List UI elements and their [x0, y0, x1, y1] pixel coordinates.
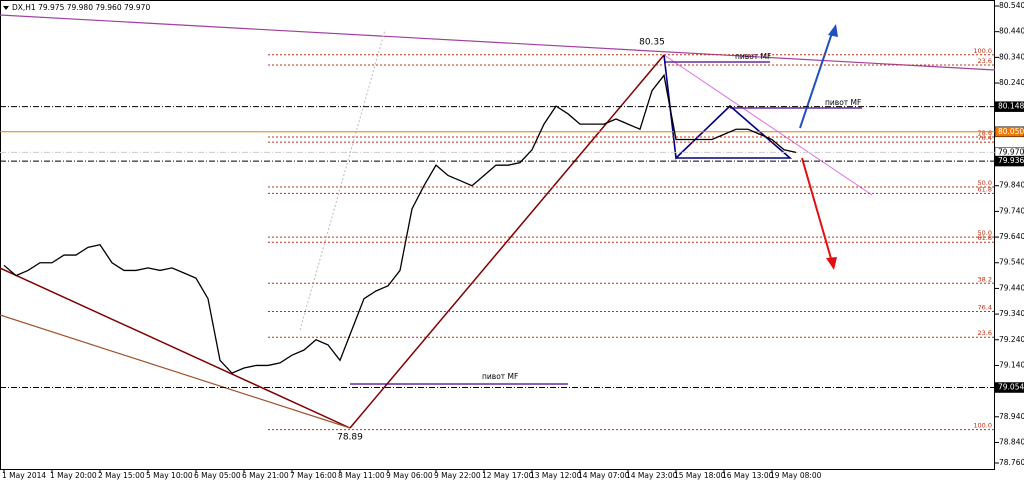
- arrow: [799, 29, 834, 129]
- annotation: пивот MF: [735, 52, 771, 61]
- x-tick-label: 8 May 11:00: [338, 471, 385, 480]
- y-tick-label: 80.440: [999, 27, 1024, 36]
- y-tick-label: 79.140: [999, 360, 1024, 369]
- x-tick-label: 9 May 22:00: [434, 471, 481, 480]
- x-tick-label: 14 May 23:00: [626, 471, 678, 480]
- x-tick-label: 5 May 10:00: [146, 471, 193, 480]
- x-tick-label: 1 May 20:00: [50, 471, 97, 480]
- x-tick-label: 13 May 12:00: [530, 471, 582, 480]
- y-tick-label: 79.540: [999, 258, 1024, 267]
- level-box: [994, 126, 1024, 138]
- y-tick-label: 78.760: [999, 458, 1024, 467]
- arrow: [801, 157, 833, 263]
- annotation: 80.35: [639, 38, 665, 48]
- level-box: [994, 382, 1024, 393]
- trend-line: [0, 314, 351, 429]
- fib-label: 50.0: [978, 229, 992, 237]
- trend-line: [0, 267, 351, 429]
- level-label: 80.050: [998, 127, 1024, 136]
- level-box: [994, 101, 1024, 112]
- level-box: [994, 155, 1024, 167]
- trend-line: [663, 54, 873, 196]
- plot-frame: [0, 0, 995, 470]
- title-icon: [3, 6, 9, 10]
- trend-line: [0, 14, 996, 71]
- x-tick-label: 14 May 07:00: [578, 471, 630, 480]
- trend-line: [349, 54, 665, 429]
- y-tick-label: 78.940: [999, 412, 1024, 421]
- fib-label: 100.0: [973, 422, 992, 430]
- fib-label: 76.4: [978, 134, 992, 142]
- y-tick-label: 78.840: [999, 437, 1024, 446]
- annotation: пивот MF: [482, 372, 518, 381]
- x-tick-label: 6 May 05:00: [194, 471, 241, 480]
- x-tick-label: 6 May 21:00: [242, 471, 289, 480]
- level-label: 79.936: [998, 156, 1024, 165]
- level-label: 79.970: [998, 147, 1024, 156]
- x-tick-label: 9 May 06:00: [386, 471, 433, 480]
- arrow-head: [828, 24, 838, 37]
- y-tick-label: 79.340: [999, 309, 1024, 318]
- fib-label: 23.6: [978, 57, 992, 65]
- fib-label: 78.6: [978, 129, 992, 137]
- fib-label: 100.0: [973, 47, 992, 55]
- annotation: 78.89: [337, 433, 363, 443]
- y-tick-label: 80.340: [999, 52, 1024, 61]
- y-tick-label: 80.240: [999, 78, 1024, 87]
- y-tick-label: 80.540: [999, 1, 1024, 10]
- arrow-head: [826, 257, 837, 270]
- y-tick-label: 79.240: [999, 335, 1024, 344]
- level-label: 79.054: [998, 383, 1024, 392]
- fib-label: 76.4: [978, 304, 992, 312]
- y-tick-label: 79.640: [999, 232, 1024, 241]
- x-tick-label: 16 May 13:00: [722, 471, 774, 480]
- x-tick-label: 7 May 16:00: [290, 471, 337, 480]
- annotation: пивот MF: [825, 98, 861, 107]
- fib-label: 61.8: [978, 234, 992, 242]
- x-tick-label: 19 May 08:00: [770, 471, 822, 480]
- price-line: [3, 73, 797, 374]
- level-label: 80.148: [998, 102, 1024, 111]
- fib-label: 61.8: [978, 185, 992, 193]
- y-tick-label: 79.840: [999, 181, 1024, 190]
- fib-label: 23.6: [978, 329, 992, 337]
- fib-label: 38.2: [978, 275, 992, 283]
- y-tick-label: 79.740: [999, 206, 1024, 215]
- chart-title: DX,H1 79.975 79.980 79.960 79.970: [12, 3, 150, 12]
- pattern: [663, 54, 793, 160]
- fib-label: 50.0: [978, 179, 992, 187]
- x-tick-label: 2 May 15:00: [98, 471, 145, 480]
- x-tick-label: 15 May 18:00: [674, 471, 726, 480]
- x-tick-label: 12 May 17:00: [482, 471, 534, 480]
- y-tick-label: 79.440: [999, 283, 1024, 292]
- x-tick-label: 1 May 2014: [2, 471, 46, 480]
